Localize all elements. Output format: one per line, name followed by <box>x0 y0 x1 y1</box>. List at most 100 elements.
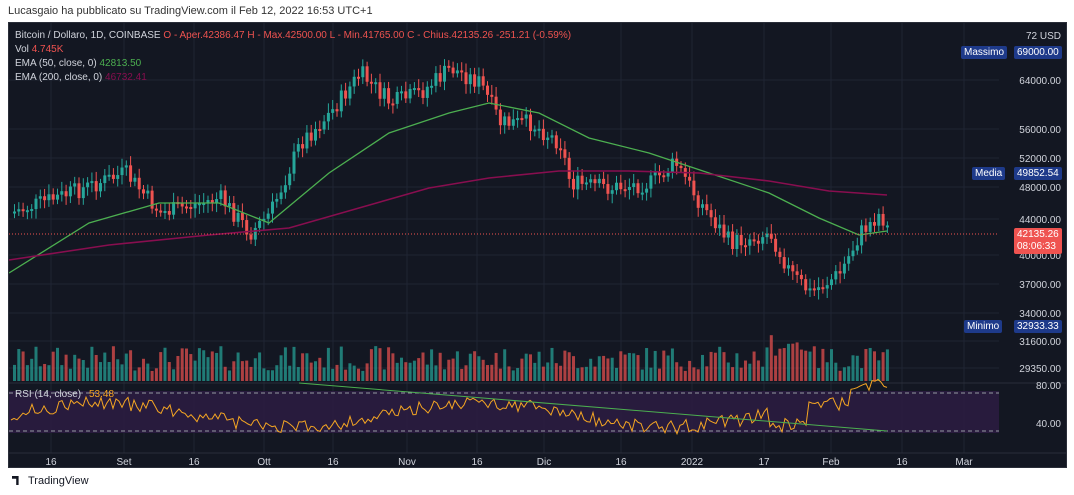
volume-bar <box>739 367 743 381</box>
volume-bar <box>283 347 287 381</box>
volume-bar <box>847 366 851 381</box>
price-candle <box>236 212 240 222</box>
time-tick-label: Feb <box>822 457 840 467</box>
volume-bar <box>335 364 339 381</box>
volume-bar <box>124 353 128 381</box>
price-candle <box>400 91 403 94</box>
price-chart[interactable]: 64000.00 56000.00 52000.00 48000.00 44000.00… <box>9 23 1066 467</box>
chart-pane[interactable]: 64000.00 56000.00 52000.00 48000.00 44000.00… <box>8 22 1067 468</box>
price-candle <box>25 210 29 213</box>
volume-bar <box>357 368 360 381</box>
volume-bar <box>860 368 864 381</box>
high-tag: Massimo <box>961 46 1008 59</box>
price-candle <box>885 225 889 228</box>
volume-bar <box>520 358 524 381</box>
price-candle <box>847 256 851 264</box>
rsi-label: RSI (14, close) <box>15 389 81 400</box>
price-candle <box>718 224 722 229</box>
price-candle <box>855 245 859 251</box>
price-candle <box>688 176 692 181</box>
price-candle <box>232 203 236 222</box>
time-tick-label: Ott <box>257 457 271 467</box>
volume-bar <box>167 362 171 381</box>
volume-bar <box>464 365 468 381</box>
price-candle <box>172 202 176 215</box>
price-candle <box>864 225 868 232</box>
volume-bar <box>597 356 601 381</box>
price-candle <box>382 88 386 99</box>
price-candle <box>425 86 429 98</box>
price-candle <box>520 118 524 121</box>
volume-bar <box>348 363 352 381</box>
price-candle <box>249 234 253 240</box>
price-candle <box>163 211 167 214</box>
price-candle <box>610 190 614 194</box>
rsi-trendline <box>298 382 888 432</box>
volume-bar <box>314 361 317 381</box>
volume-bar <box>572 356 575 381</box>
high-tag-value: 69000.00 <box>1017 47 1059 58</box>
price-candle <box>421 90 425 98</box>
price-candle <box>116 175 120 179</box>
volume-bar <box>13 364 16 381</box>
price-candle <box>679 165 683 169</box>
attribution-bar: Lucasgaio ha pubblicato su TradingView.c… <box>0 0 1074 22</box>
low-tag: Minimo <box>964 320 1003 333</box>
price-candle <box>692 180 696 196</box>
volume-bar <box>722 352 726 381</box>
time-tick-label: 16 <box>471 457 483 467</box>
volume-bar <box>434 365 438 381</box>
price-candle <box>619 182 623 190</box>
chart-legend: Bitcoin / Dollaro, 1D, COINBASE O - Aper… <box>15 29 571 85</box>
price-candle <box>365 66 369 82</box>
volume-bar <box>670 348 674 381</box>
price-candle <box>51 194 55 200</box>
volume-bar <box>477 356 481 381</box>
price-candle <box>94 181 98 192</box>
price-candle <box>739 234 743 246</box>
volume-bar <box>516 368 520 381</box>
price-candle <box>602 178 606 185</box>
volume-bar <box>774 355 778 381</box>
volume-bar <box>799 349 803 381</box>
price-candle <box>339 90 343 112</box>
volume-bar <box>322 367 326 381</box>
price-candle <box>744 245 747 248</box>
price-candle <box>817 287 821 291</box>
volume-bar <box>395 362 399 381</box>
volume-bar <box>752 351 756 381</box>
tradingview-logo[interactable]: TradingView <box>12 475 89 487</box>
volume-bar <box>855 355 859 381</box>
volume-bar <box>615 367 618 381</box>
price-tick-label: 40000.00 <box>1019 251 1061 262</box>
volume-bar <box>830 349 833 381</box>
rsi-tick-label: 80.00 <box>1036 381 1061 392</box>
ema200-label: EMA (200, close, 0) <box>15 72 103 83</box>
price-candle <box>81 187 85 199</box>
volume-bar <box>249 366 253 381</box>
price-candle <box>722 224 726 238</box>
price-candle <box>258 220 262 228</box>
volume-bar <box>842 367 846 381</box>
volume-bar <box>756 360 760 381</box>
price-candle <box>111 174 115 179</box>
volume-bar <box>279 355 283 381</box>
volume-bar <box>838 370 842 381</box>
price-candle <box>275 198 279 202</box>
volume-bar <box>38 366 42 381</box>
time-tick-label: Dic <box>537 457 551 467</box>
time-tick-label: 2022 <box>681 457 704 467</box>
price-tick-label: 37000.00 <box>1019 280 1061 291</box>
volume-bar <box>369 349 373 381</box>
volume-bar <box>25 365 29 381</box>
price-candle <box>352 76 356 87</box>
volume-bar <box>344 369 348 381</box>
volume-bar <box>486 365 489 381</box>
volume-bar <box>137 367 141 381</box>
volume-bar <box>451 358 455 381</box>
volume-bar <box>326 347 330 381</box>
price-candle <box>322 121 326 130</box>
price-candle <box>43 196 47 201</box>
price-candle <box>597 178 601 184</box>
price-candle <box>507 116 511 126</box>
